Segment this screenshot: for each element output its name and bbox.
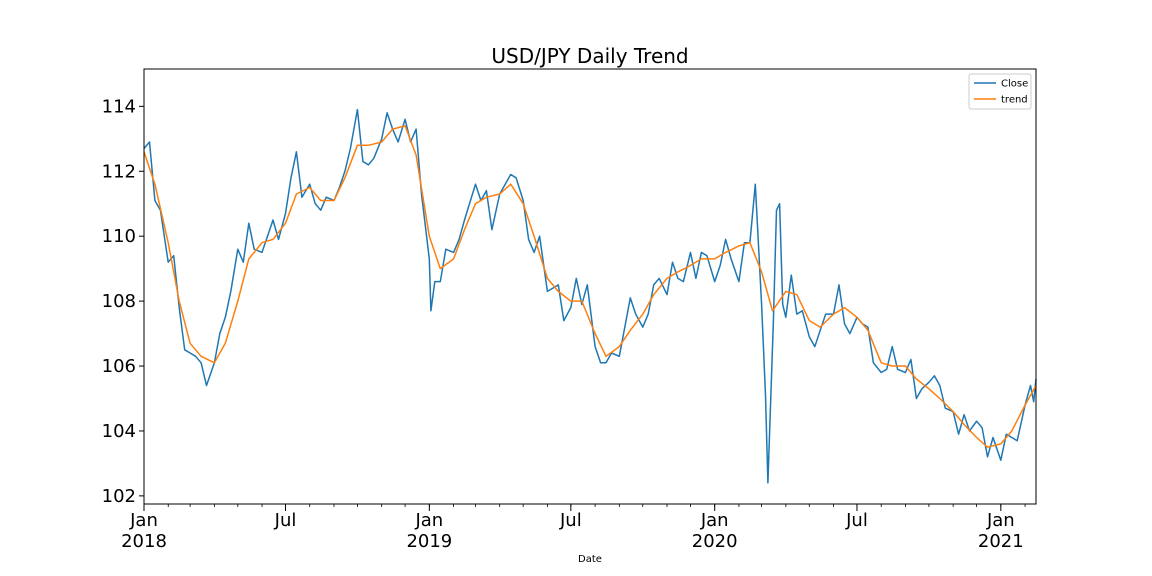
y-tick-label: 108: [102, 291, 136, 312]
y-tick-label: 110: [102, 226, 136, 247]
series-line-trend: [143, 125, 1037, 448]
x-tick-label: Jul: [845, 510, 868, 531]
x-tick-label: Jan: [986, 510, 1015, 531]
x-tick-year-label: 2021: [978, 531, 1024, 552]
x-tick-label: Jul: [274, 510, 297, 531]
legend: Close trend: [968, 73, 1032, 110]
y-tick-label: 102: [102, 486, 136, 507]
plot-lines: [143, 108, 1037, 484]
x-tick-year-label: 2020: [692, 531, 738, 552]
chart-title: USD/JPY Daily Trend: [491, 44, 688, 68]
y-tick-label: 112: [102, 161, 136, 182]
y-tick-label: 104: [102, 421, 136, 442]
x-tick-label: Jan: [700, 510, 729, 531]
y-axis: 102 104 106 108 110 112 114: [102, 96, 144, 507]
x-tick-year-label: 2018: [121, 531, 167, 552]
x-tick-year-label: 2019: [406, 531, 452, 552]
x-axis-label: Date: [578, 554, 602, 565]
legend-label-close: Close: [1001, 79, 1028, 90]
x-tick-label: Jan: [414, 510, 443, 531]
plot-frame: [143, 68, 1037, 505]
x-tick-label: Jul: [559, 510, 582, 531]
y-tick-label: 114: [102, 96, 136, 117]
x-tick-label: Jan: [129, 510, 158, 531]
legend-label-trend: trend: [1001, 95, 1028, 106]
series-line-close: [143, 108, 1037, 484]
y-tick-label: 106: [102, 356, 136, 377]
